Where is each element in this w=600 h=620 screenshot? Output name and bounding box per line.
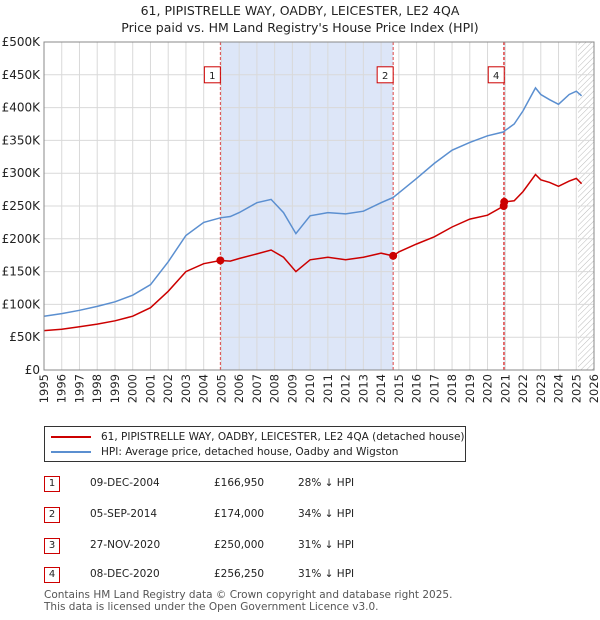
transaction-date: 05-SEP-2014 <box>90 508 158 520</box>
footer-line-2: This data is licensed under the Open Gov… <box>44 601 379 613</box>
x-tick-label: 1999 <box>108 374 122 403</box>
x-tick-label: 2022 <box>516 374 530 403</box>
y-tick-label: £150K <box>2 265 42 279</box>
transaction-price: £256,250 <box>214 568 265 580</box>
x-tick-label: 2005 <box>214 374 228 403</box>
legend-label-property: 61, PIPISTRELLE WAY, OADBY, LEICESTER, L… <box>101 430 465 443</box>
sale-marker-box <box>203 66 221 84</box>
y-tick-label: £300K <box>2 166 42 180</box>
legend: 61, PIPISTRELLE WAY, OADBY, LEICESTER, L… <box>44 426 466 462</box>
x-tick-label: 2018 <box>445 374 459 403</box>
x-tick-label: 2026 <box>587 374 600 403</box>
x-tick-label: 2000 <box>126 374 140 403</box>
transaction-price: £174,000 <box>214 508 265 520</box>
x-tick-label: 2006 <box>232 374 246 403</box>
x-tick-label: 2020 <box>481 374 495 403</box>
x-tick-label: 2003 <box>179 374 193 403</box>
x-tick-label: 2002 <box>161 374 175 403</box>
transaction-hpi-diff: 34% ↓ HPI <box>298 508 355 520</box>
x-tick-label: 2024 <box>552 374 566 403</box>
transaction-date: 27-NOV-2020 <box>90 539 161 551</box>
x-tick-label: 1996 <box>55 374 69 403</box>
legend-swatch-property <box>51 435 91 438</box>
x-tick-label: 2007 <box>250 374 264 403</box>
y-tick-label: £400K <box>2 101 42 115</box>
transaction-date: 09-DEC-2004 <box>90 477 160 489</box>
legend-label-hpi: HPI: Average price, detached house, Oadb… <box>101 445 399 458</box>
sale-point <box>500 197 509 206</box>
y-tick-label: £250K <box>2 199 42 213</box>
x-tick-label: 2013 <box>356 374 370 403</box>
sale-marker-box <box>487 66 505 84</box>
transaction-hpi-diff: 31% ↓ HPI <box>298 568 355 580</box>
y-tick-label: £500K <box>2 35 42 49</box>
footer-attribution: Contains HM Land Registry data © Crown c… <box>44 589 452 613</box>
table-row: 3 27-NOV-2020 £250,000 31% ↓ HPI <box>44 538 584 556</box>
sale-marker-label: 4 <box>493 71 499 82</box>
transaction-hpi-diff: 31% ↓ HPI <box>298 539 355 551</box>
x-tick-label: 2008 <box>268 374 282 403</box>
x-tick-label: 2011 <box>321 374 335 403</box>
x-tick-label: 2009 <box>285 374 299 403</box>
property-price-line <box>43 173 583 332</box>
x-tick-label: 2014 <box>374 374 388 403</box>
transaction-hpi-diff: 28% ↓ HPI <box>298 477 355 489</box>
table-row: 2 05-SEP-2014 £174,000 34% ↓ HPI <box>44 507 584 525</box>
plot-frame <box>43 41 595 371</box>
sale-marker-box <box>376 66 394 84</box>
y-tick-label: £50K <box>9 330 41 344</box>
x-tick-label: 2017 <box>427 374 441 403</box>
x-tick-label: 1995 <box>37 374 51 403</box>
y-tick-label: £0 <box>25 363 40 377</box>
x-tick-label: 2015 <box>392 374 406 403</box>
x-tick-label: 2021 <box>498 374 512 403</box>
sale-marker-label: 2 <box>382 71 388 82</box>
chart-title-line1: 61, PIPISTRELLE WAY, OADBY, LEICESTER, L… <box>140 3 460 18</box>
sale-point <box>216 256 225 265</box>
x-tick-label: 2016 <box>410 374 424 403</box>
x-tick-label: 2001 <box>143 374 157 403</box>
chart-title-line2: Price paid vs. HM Land Registry's House … <box>121 20 479 35</box>
x-tick-label: 1998 <box>90 374 104 403</box>
y-tick-label: £100K <box>2 297 42 311</box>
legend-item-hpi: HPI: Average price, detached house, Oadb… <box>51 444 398 459</box>
x-tick-label: 2025 <box>569 374 583 403</box>
sale-marker-label: 1 <box>209 71 215 82</box>
x-tick-label: 2004 <box>197 374 211 403</box>
transaction-number-badge: 4 <box>44 567 60 583</box>
table-row: 1 09-DEC-2004 £166,950 28% ↓ HPI <box>44 476 584 494</box>
x-tick-label: 2012 <box>339 374 353 403</box>
y-tick-label: £350K <box>2 133 42 147</box>
legend-swatch-hpi <box>51 450 91 453</box>
x-tick-label: 2010 <box>303 374 317 403</box>
y-tick-label: £450K <box>2 68 42 82</box>
transaction-date: 08-DEC-2020 <box>90 568 160 580</box>
footer-line-1: Contains HM Land Registry data © Crown c… <box>44 589 453 601</box>
y-tick-label: £200K <box>2 232 42 246</box>
price-chart: 1 2 4 £0 £50K £100K £150K £200K £250K £300K £350K £… <box>2 35 600 403</box>
x-tick-label: 2019 <box>463 374 477 403</box>
transaction-price: £250,000 <box>214 539 265 551</box>
transaction-price: £166,950 <box>214 477 265 489</box>
transaction-number-badge: 3 <box>44 538 60 554</box>
transaction-number-badge: 1 <box>44 476 60 492</box>
x-tick-label: 1997 <box>72 374 86 403</box>
transaction-number-badge: 2 <box>44 507 60 523</box>
x-tick-label: 2023 <box>534 374 548 403</box>
legend-item-property: 61, PIPISTRELLE WAY, OADBY, LEICESTER, L… <box>51 429 465 444</box>
sale-point <box>389 251 398 260</box>
hpi-line <box>43 86 583 317</box>
table-row: 4 08-DEC-2020 £256,250 31% ↓ HPI <box>44 567 584 585</box>
